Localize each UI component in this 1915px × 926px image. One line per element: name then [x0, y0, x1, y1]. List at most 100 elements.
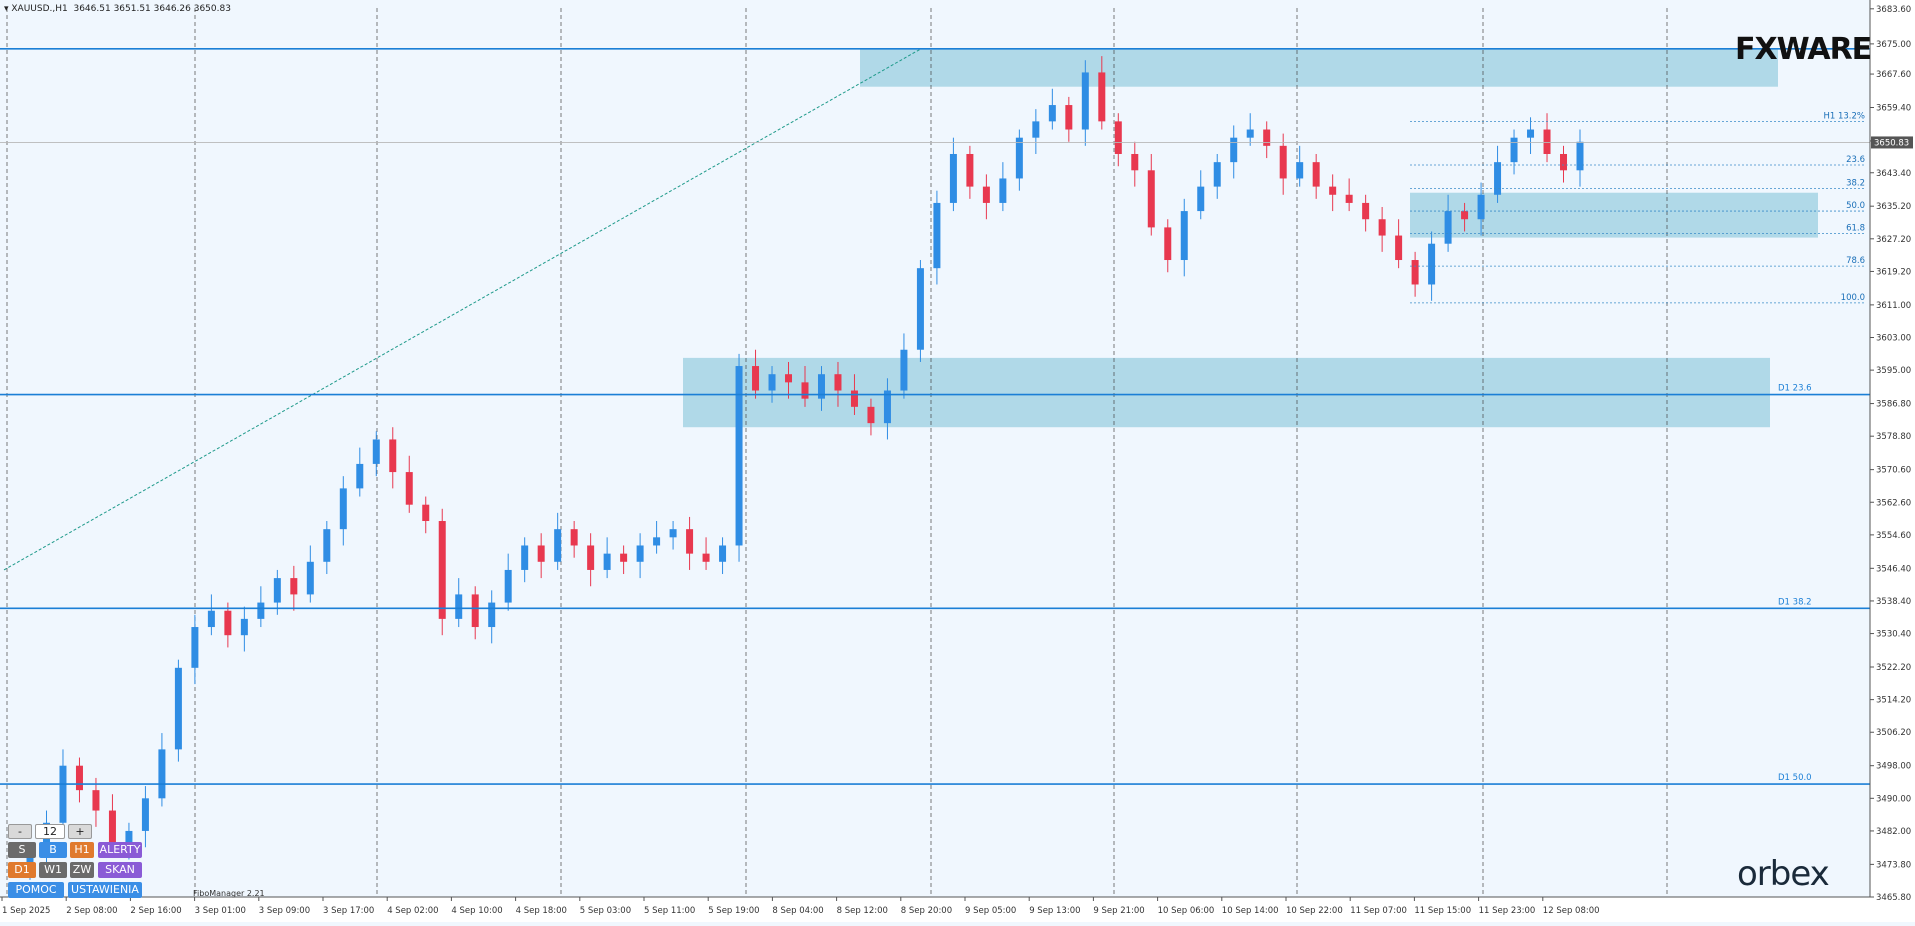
- candle-body: [125, 830, 133, 848]
- candle-body: [603, 553, 611, 570]
- y-tick-label: 3506.20: [1876, 728, 1911, 738]
- x-tick-label: 4 Sep 02:00: [387, 906, 438, 916]
- ohlc-readout: 3646.51 3651.51 3646.26 3650.83: [73, 4, 231, 14]
- candle-body: [356, 463, 364, 489]
- candle-body: [620, 553, 628, 562]
- x-tick-label: 5 Sep 11:00: [644, 906, 695, 916]
- timeframe-w1-button[interactable]: W1: [39, 862, 67, 878]
- candle-body: [422, 504, 430, 522]
- y-tick-label: 3522.20: [1876, 663, 1911, 673]
- x-tick-label: 10 Sep 14:00: [1222, 906, 1279, 916]
- y-tick-label: 3530.40: [1876, 630, 1911, 640]
- candle-body: [1477, 194, 1485, 220]
- h1-fibo-label: 100.0: [1841, 293, 1865, 303]
- candle-body: [92, 790, 100, 811]
- increase-button[interactable]: +: [68, 824, 92, 839]
- settings-button[interactable]: USTAWIENIA: [68, 882, 142, 898]
- h1-fibo-label: 38.2: [1846, 179, 1865, 189]
- price-tag-label: 3650.83: [1874, 138, 1909, 148]
- candle-body: [636, 545, 644, 562]
- y-tick-label: 3611.00: [1876, 301, 1911, 311]
- size-value[interactable]: 12: [35, 824, 65, 839]
- candle-body: [1048, 105, 1056, 122]
- candle-body: [1527, 129, 1535, 138]
- candle-body: [1378, 219, 1386, 236]
- x-tick-label: 1 Sep 2025: [2, 906, 50, 916]
- x-tick-label: 10 Sep 22:00: [1286, 906, 1343, 916]
- candle-body: [174, 667, 182, 750]
- y-tick-label: 3465.80: [1876, 893, 1911, 903]
- candle-body: [504, 569, 512, 603]
- candle-body: [1147, 170, 1155, 228]
- y-tick-label: 3514.20: [1876, 696, 1911, 706]
- plot-background: [0, 0, 1870, 922]
- candle-body: [1180, 211, 1188, 261]
- x-tick-label: 3 Sep 17:00: [323, 906, 374, 916]
- decrease-button[interactable]: -: [8, 824, 32, 839]
- candle-body: [570, 529, 578, 546]
- sell-button[interactable]: S: [8, 842, 36, 858]
- alerts-button[interactable]: ALERTY: [98, 842, 142, 858]
- candle-body: [290, 578, 298, 595]
- resistance-zone: [860, 48, 1778, 87]
- candle-body: [1411, 260, 1419, 285]
- candle-body: [42, 822, 50, 856]
- candle-body: [1395, 235, 1403, 261]
- y-tick-label: 3490.00: [1876, 794, 1911, 804]
- candle-body: [1444, 211, 1452, 244]
- y-tick-label: 3603.00: [1876, 334, 1911, 344]
- help-button[interactable]: POMOC: [8, 882, 64, 898]
- scan-button[interactable]: SKAN: [98, 862, 142, 878]
- y-tick-label: 3538.40: [1876, 597, 1911, 607]
- y-tick-label: 3498.00: [1876, 762, 1911, 772]
- candle-body: [1279, 145, 1287, 179]
- candle-body: [1329, 186, 1337, 195]
- y-tick-label: 3595.00: [1876, 366, 1911, 376]
- candle-body: [900, 349, 908, 391]
- h1-fib-zone: [1410, 192, 1818, 238]
- candle-body: [1461, 211, 1469, 220]
- collapse-arrow-icon[interactable]: ▾: [4, 4, 12, 14]
- x-tick-label: 11 Sep 07:00: [1350, 906, 1407, 916]
- y-tick-label: 3627.20: [1876, 235, 1911, 245]
- x-tick-label: 5 Sep 03:00: [580, 906, 631, 916]
- candle-body: [405, 472, 413, 505]
- candle-body: [488, 602, 496, 628]
- candle-body: [883, 390, 891, 424]
- candle-body: [389, 439, 397, 473]
- y-tick-label: 3667.60: [1876, 70, 1911, 80]
- candle-body: [1296, 162, 1304, 179]
- candle-body: [1576, 141, 1584, 171]
- candle-body: [1098, 72, 1106, 122]
- x-tick-label: 3 Sep 01:00: [195, 906, 246, 916]
- candle-body: [59, 765, 67, 823]
- buy-button[interactable]: B: [39, 842, 67, 858]
- y-tick-label: 3683.60: [1876, 5, 1911, 15]
- h1-fibo-label: 50.0: [1846, 201, 1865, 211]
- candle-body: [26, 855, 34, 868]
- candle-body: [108, 810, 116, 848]
- y-tick-label: 3619.20: [1876, 267, 1911, 277]
- x-tick-label: 11 Sep 15:00: [1414, 906, 1471, 916]
- y-tick-label: 3554.60: [1876, 531, 1911, 541]
- x-tick-label: 10 Sep 06:00: [1158, 906, 1215, 916]
- y-tick-label: 3643.40: [1876, 169, 1911, 179]
- candle-body: [257, 602, 265, 619]
- y-tick-label: 3578.80: [1876, 432, 1911, 442]
- x-tick-label: 5 Sep 19:00: [708, 906, 759, 916]
- x-tick-label: 9 Sep 21:00: [1093, 906, 1144, 916]
- candle-body: [801, 382, 809, 399]
- x-tick-label: 4 Sep 10:00: [451, 906, 502, 916]
- x-tick-label: 8 Sep 12:00: [837, 906, 888, 916]
- timeframe-h1-button[interactable]: H1: [70, 842, 94, 858]
- candle-body: [537, 545, 545, 562]
- x-tick-label: 3 Sep 09:00: [259, 906, 310, 916]
- y-tick-label: 3562.60: [1876, 498, 1911, 508]
- zw-button[interactable]: ZW: [70, 862, 94, 878]
- candle-body: [273, 578, 281, 603]
- timeframe-d1-button[interactable]: D1: [8, 862, 36, 878]
- fxware-logo: FXWARE: [1735, 32, 1872, 67]
- h1-fibo-label: 61.8: [1846, 224, 1865, 234]
